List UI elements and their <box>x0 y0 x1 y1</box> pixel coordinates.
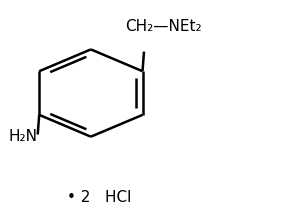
Text: CH₂—NEt₂: CH₂—NEt₂ <box>125 19 202 34</box>
Text: • 2   HCl: • 2 HCl <box>67 190 131 205</box>
Text: H₂N: H₂N <box>9 129 38 144</box>
